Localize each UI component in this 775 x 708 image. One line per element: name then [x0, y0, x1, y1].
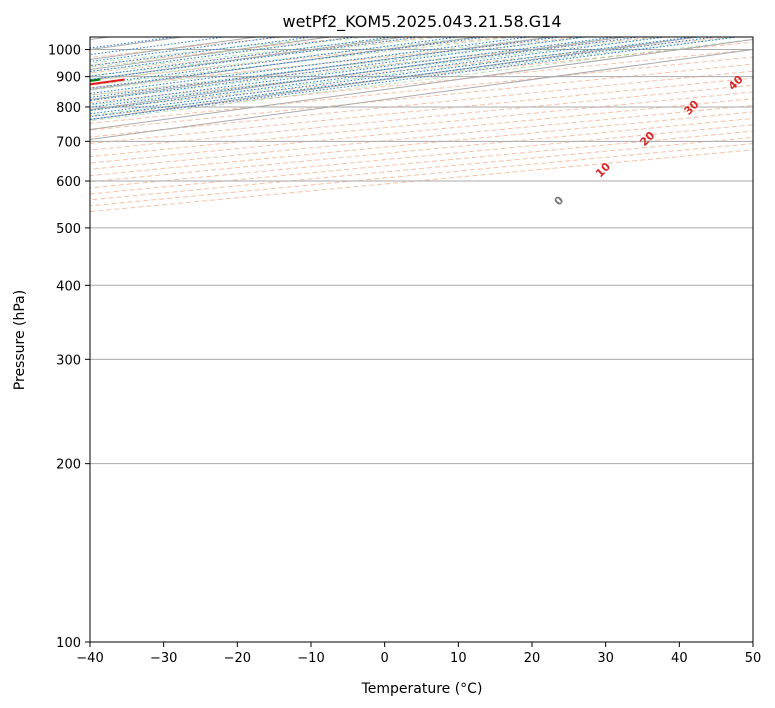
mixing-ratio-line: [90, 37, 175, 49]
mixing-ratio-line: [90, 37, 561, 98]
dry-adiabat: [90, 77, 753, 145]
dry-adiabat: [90, 37, 431, 74]
x-tick-label: 20: [524, 651, 541, 666]
dry-adiabat: [90, 37, 282, 58]
x-tick-label: 30: [597, 651, 614, 666]
isotherm: [90, 37, 481, 91]
mixing-ratio-line: [90, 37, 738, 120]
moist-adiabat-label: 40: [726, 73, 746, 93]
y-tick-label: 500: [56, 222, 81, 237]
moist-adiabat: [90, 37, 662, 106]
annotation-labels: 0.10.20.40.611.52346810131620253036-100-…: [552, 73, 746, 209]
y-axis-label: Pressure (hPa): [12, 290, 28, 390]
y-tick-label: 800: [56, 101, 81, 116]
dry-adiabat: [90, 149, 753, 213]
plot-frame: [89, 36, 754, 643]
moist-adiabat: [90, 38, 753, 122]
moist-adiabat: [90, 37, 330, 64]
y-axis: 100 200 300 400 500 600 700 800 900 1000: [48, 44, 90, 651]
x-tick-label: 10: [450, 651, 467, 666]
x-tick-label: −20: [224, 651, 251, 666]
moist-adiabat-label: 0: [552, 193, 567, 208]
mixing-ratio-line: [90, 37, 419, 81]
mixing-ratio-line: [90, 37, 487, 89]
background-lines: [90, 37, 753, 642]
dry-adiabat: [90, 37, 655, 96]
y-tick-label: 700: [56, 135, 81, 150]
mixing-ratio-line: [90, 37, 458, 86]
moist-adiabat: [90, 37, 478, 81]
isotherm: [90, 39, 753, 131]
dry-adiabat: [90, 37, 581, 89]
y-tick-label: 400: [56, 279, 81, 294]
isotherm: [90, 37, 629, 111]
y-tick-label: 200: [56, 458, 81, 473]
x-tick-label: −10: [297, 651, 324, 666]
mixing-ratio-line: [90, 37, 585, 102]
moist-adiabat-label: 30: [682, 97, 702, 117]
mixing-ratio-line: [90, 37, 529, 95]
moist-adiabat: [90, 37, 367, 68]
x-tick-label: −30: [150, 651, 177, 666]
x-tick-label: 0: [381, 651, 389, 666]
y-tick-label: 1000: [48, 44, 81, 59]
isotherm: [90, 37, 113, 41]
moist-adiabat: [90, 37, 625, 101]
y-tick-label: 100: [56, 636, 81, 651]
chart-title: wetPf2_KOM5.2025.043.21.58.G14: [282, 12, 561, 32]
x-tick-label: 50: [745, 651, 762, 666]
isotherm: [90, 37, 260, 61]
dry-adiabat: [90, 136, 753, 201]
isotherm: [90, 37, 555, 101]
isotherm: [90, 49, 753, 141]
y-tick-label: 300: [56, 353, 81, 368]
x-tick-label: −40: [76, 651, 103, 666]
y-tick-label: 600: [56, 175, 81, 190]
x-axis-label: Temperature (°C): [361, 681, 483, 697]
y-tick-label: 900: [56, 71, 81, 86]
dry-adiabat: [90, 63, 753, 131]
x-axis: −40 −30 −20 −10 0 10 20 30 40 50: [76, 642, 761, 666]
dry-adiabat: [90, 70, 753, 138]
moist-adiabat: [90, 37, 588, 96]
x-tick-label: 40: [671, 651, 688, 666]
dry-adiabat: [90, 56, 753, 124]
moist-adiabat: [90, 37, 404, 72]
isotherm: [90, 37, 187, 51]
moist-adiabat-label: 20: [637, 129, 657, 149]
